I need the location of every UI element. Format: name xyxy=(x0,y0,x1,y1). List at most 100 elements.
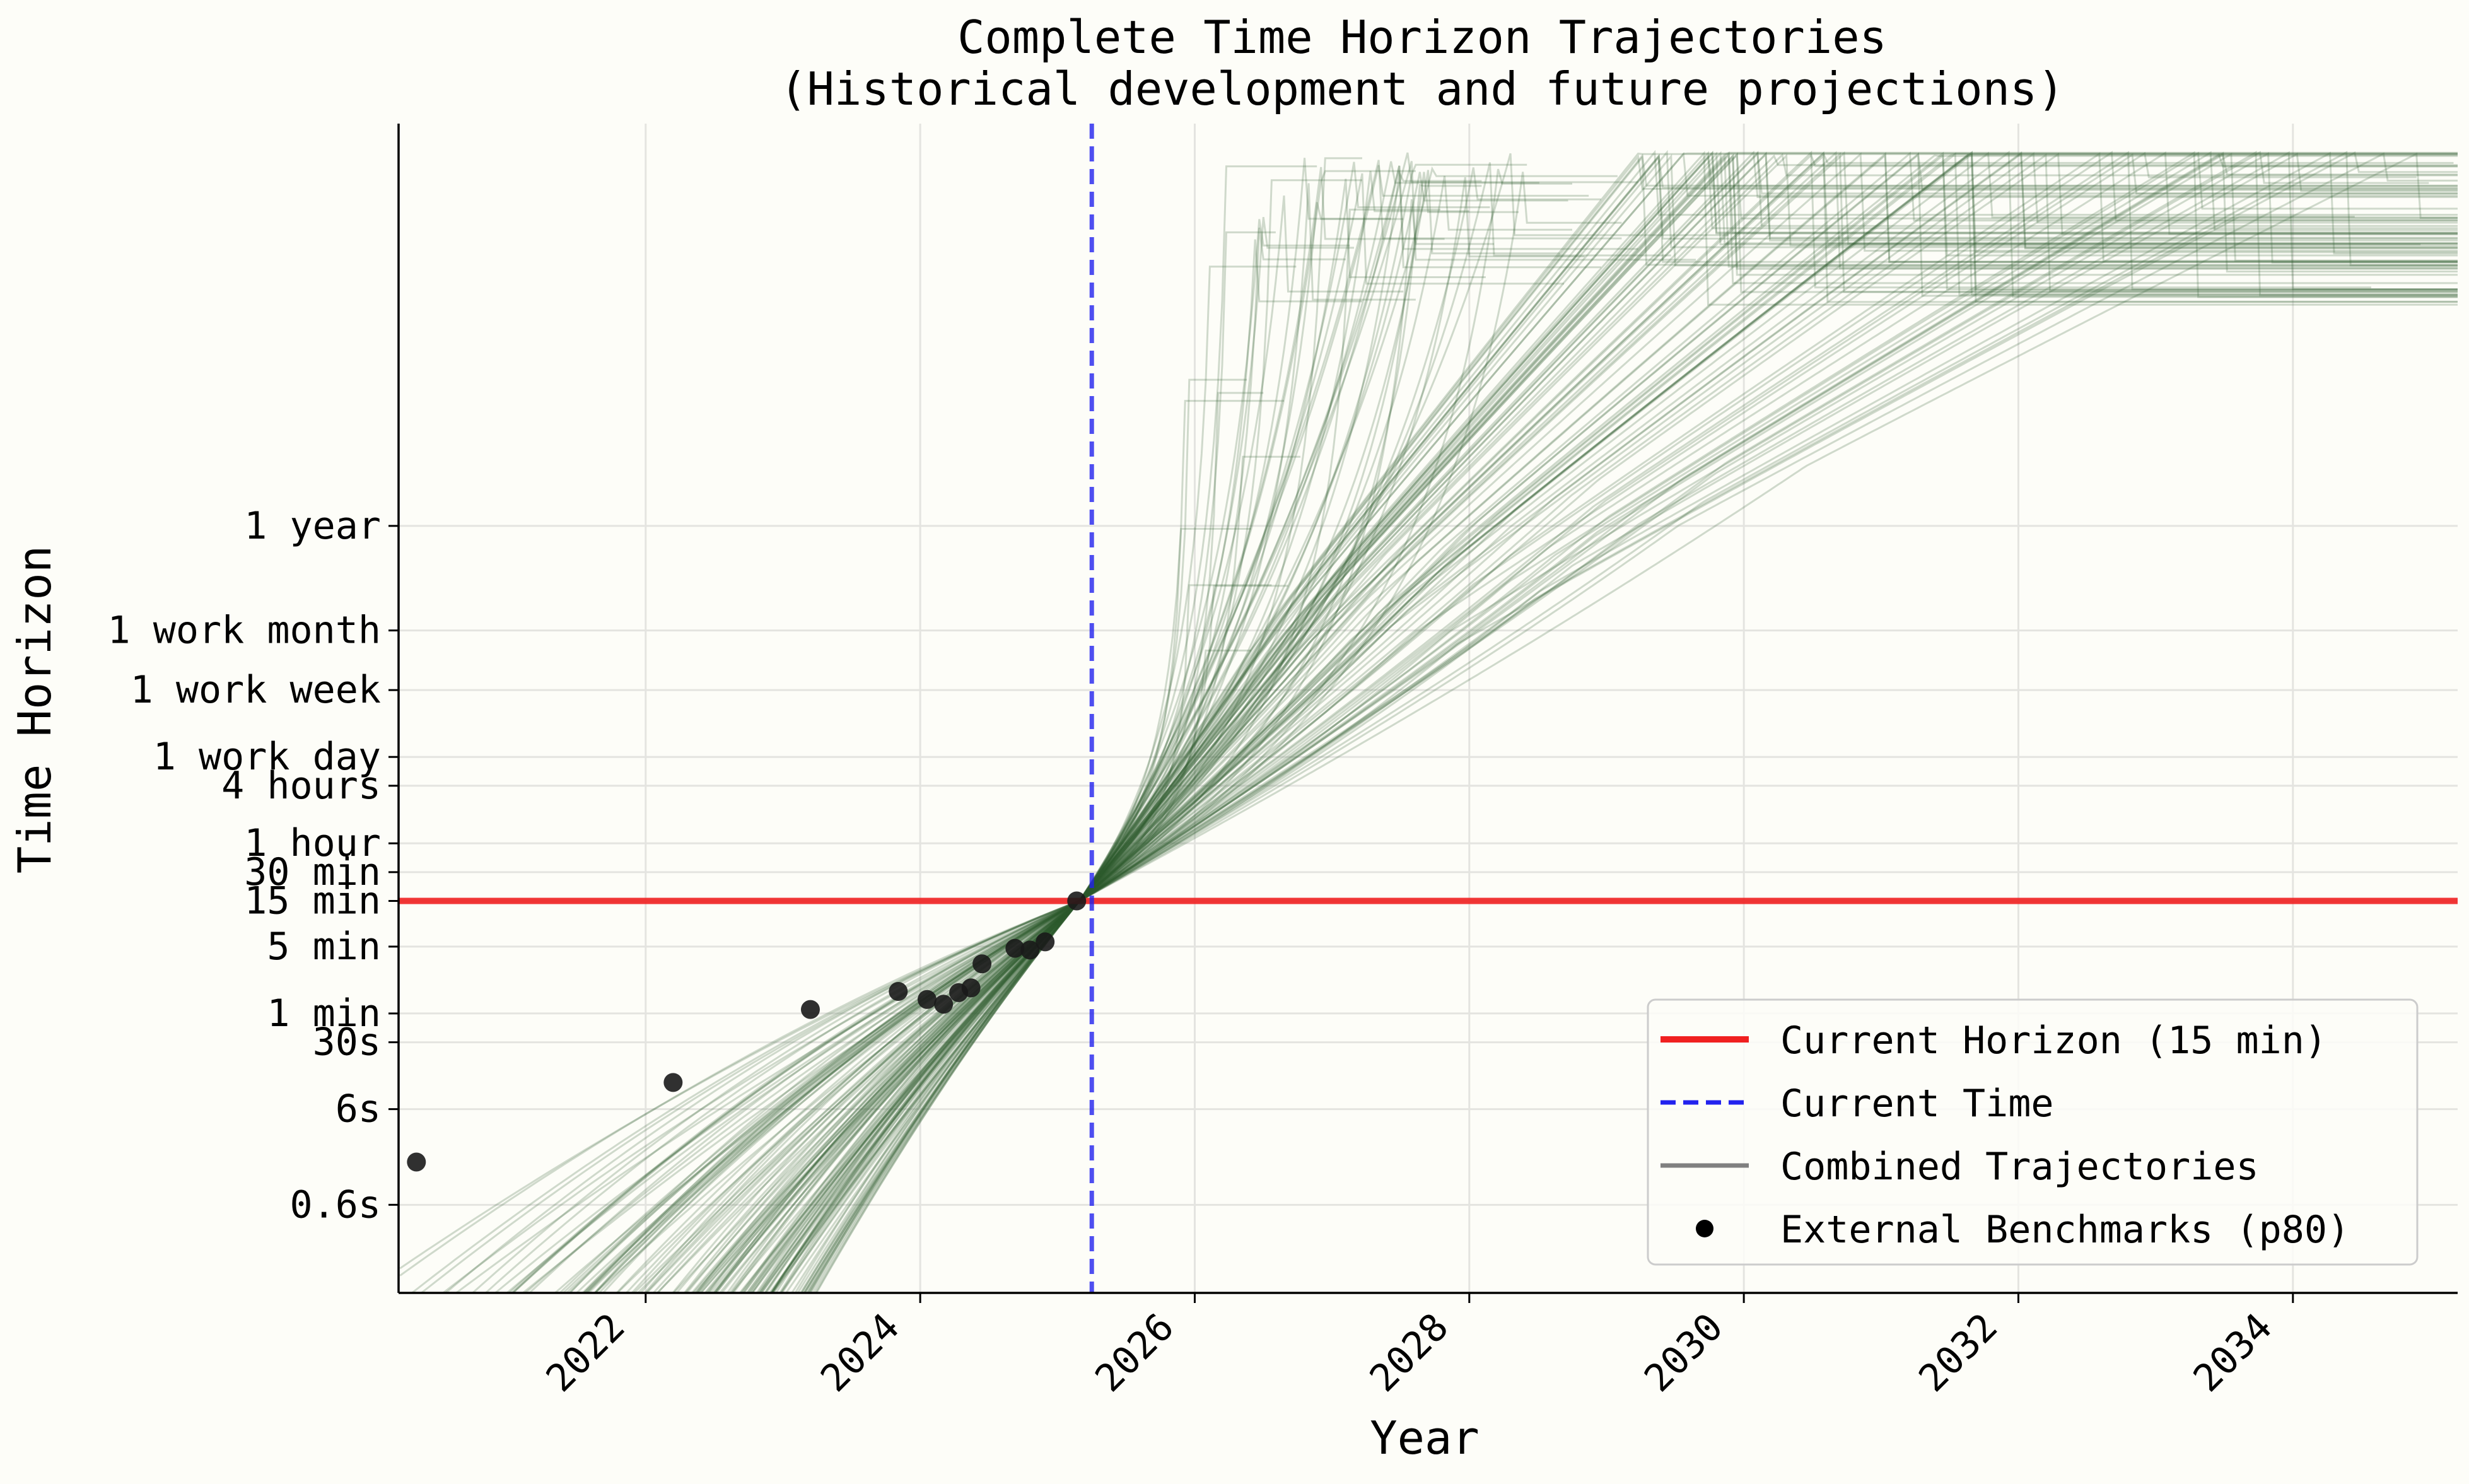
trajectory-line xyxy=(568,151,2458,1293)
trajectory-line xyxy=(593,154,2458,1293)
y-tick-label: 15 min xyxy=(244,879,381,923)
trajectory-line xyxy=(645,158,1391,1293)
trajectory-line xyxy=(739,266,1297,1293)
trajectory-line xyxy=(807,151,2458,1293)
benchmark-point xyxy=(972,954,992,974)
trajectory-line xyxy=(575,151,2458,1293)
trajectory-line xyxy=(765,153,2458,1293)
trajectory-line xyxy=(454,650,1251,1293)
trajectory-line xyxy=(484,157,1362,1293)
trajectory-line xyxy=(692,167,1445,1293)
trajectory-line xyxy=(561,153,2458,1293)
trajectory-line xyxy=(770,153,2458,1293)
benchmark-point xyxy=(1005,938,1025,958)
y-tick-label: 1 work month xyxy=(108,609,381,653)
trajectory-line xyxy=(746,151,2458,1293)
benchmark-point xyxy=(1067,891,1087,911)
legend: Current Horizon (15 min) Current Time Co… xyxy=(1647,998,2419,1266)
trajectory-line xyxy=(728,151,2421,1293)
y-tick-label: 4 hours xyxy=(221,764,381,808)
trajectory-line xyxy=(741,585,1288,1293)
trajectory-line xyxy=(639,165,1589,1293)
trajectory-line xyxy=(587,154,2458,1293)
trajectory-line xyxy=(694,152,2458,1293)
trajectory-line xyxy=(770,151,2458,1293)
trajectory-line xyxy=(711,217,1354,1293)
trajectory-line xyxy=(715,153,1729,1293)
y-axis-label: Time Horizon xyxy=(8,546,61,873)
trajectory-line xyxy=(713,150,2458,1293)
trajectory-line xyxy=(750,153,2458,1293)
benchmark-point xyxy=(934,995,954,1014)
trajectory-line xyxy=(803,151,2458,1293)
benchmark-point xyxy=(1020,940,1040,960)
benchmark-point xyxy=(663,1073,683,1092)
trajectory-line xyxy=(742,227,1346,1293)
trajectory-line xyxy=(761,151,2458,1293)
axes xyxy=(397,124,2458,1294)
trajectory-line xyxy=(699,219,1350,1293)
trajectory-line xyxy=(699,151,2458,1293)
trajectory-line xyxy=(597,152,2458,1293)
y-tick-label: 30s xyxy=(313,1020,381,1065)
trajectory-line xyxy=(704,151,2458,1293)
trajectory-line xyxy=(695,152,2458,1293)
trajectory-line xyxy=(706,151,2458,1293)
trajectory-line xyxy=(805,183,1416,1293)
trajectory-line xyxy=(781,151,2458,1293)
trajectory-line xyxy=(713,172,1622,1293)
legend-label-current-horizon: Current Horizon (15 min) xyxy=(1780,1019,2327,1063)
trajectory-line xyxy=(815,239,1362,1293)
trajectory-line xyxy=(748,152,2458,1293)
trajectory-line xyxy=(695,175,1572,1293)
trajectory-line xyxy=(691,153,2458,1293)
reference-lines xyxy=(399,124,2458,1293)
y-tick-label: 1 work day xyxy=(153,735,381,779)
trajectory-line xyxy=(656,151,2458,1293)
trajectory-line xyxy=(814,151,2458,1293)
trajectory-line xyxy=(764,179,1362,1293)
trajectory-line xyxy=(494,166,1618,1293)
trajectory-line xyxy=(713,152,2458,1293)
trajectory-line xyxy=(806,195,1404,1293)
trajectory-line xyxy=(553,153,2458,1293)
trajectory-line xyxy=(769,152,2458,1293)
y-tick-label: 1 year xyxy=(244,504,381,548)
trajectory-line xyxy=(770,154,2458,1293)
trajectory-line xyxy=(583,152,2458,1293)
trajectory-line xyxy=(756,152,2458,1293)
trajectory-line xyxy=(764,170,1560,1293)
legend-swatch-external-benchmarks xyxy=(1696,1220,1713,1237)
trajectory-line xyxy=(584,161,1539,1293)
trajectory-line xyxy=(779,152,2458,1293)
trajectory-line xyxy=(686,151,2458,1293)
trajectory-line xyxy=(738,151,2458,1293)
trajectory-line xyxy=(799,153,2458,1293)
legend-label-combined-trajectories: Combined Trajectories xyxy=(1780,1145,2259,1189)
trajectory-line xyxy=(794,165,1317,1293)
trajectory-line xyxy=(528,170,1416,1293)
trajectory-line xyxy=(593,151,2458,1293)
benchmark-point xyxy=(407,1152,426,1172)
trajectory-line xyxy=(636,152,2458,1293)
trajectory-line xyxy=(772,152,2458,1293)
trajectory-line xyxy=(718,151,2458,1293)
trajectory-line xyxy=(697,152,2458,1293)
trajectory-line xyxy=(558,152,1638,1293)
trajectory-line xyxy=(631,455,1301,1293)
trajectory-line xyxy=(760,151,2458,1293)
trajectory-line xyxy=(730,155,2458,1293)
trajectory-line xyxy=(772,150,2371,1293)
trajectory-line xyxy=(594,168,1572,1293)
trajectory-line xyxy=(703,528,1251,1293)
trajectory-line xyxy=(785,150,2458,1293)
benchmark-point xyxy=(918,990,937,1009)
trajectory-line xyxy=(768,151,2458,1293)
benchmark-point xyxy=(801,1000,820,1019)
legend-box xyxy=(1647,998,2419,1266)
y-tick-label: 0.6s xyxy=(290,1183,382,1227)
trajectory-line xyxy=(803,216,2355,1293)
trajectory-line xyxy=(602,151,2429,1293)
trajectory-line xyxy=(730,584,1272,1293)
